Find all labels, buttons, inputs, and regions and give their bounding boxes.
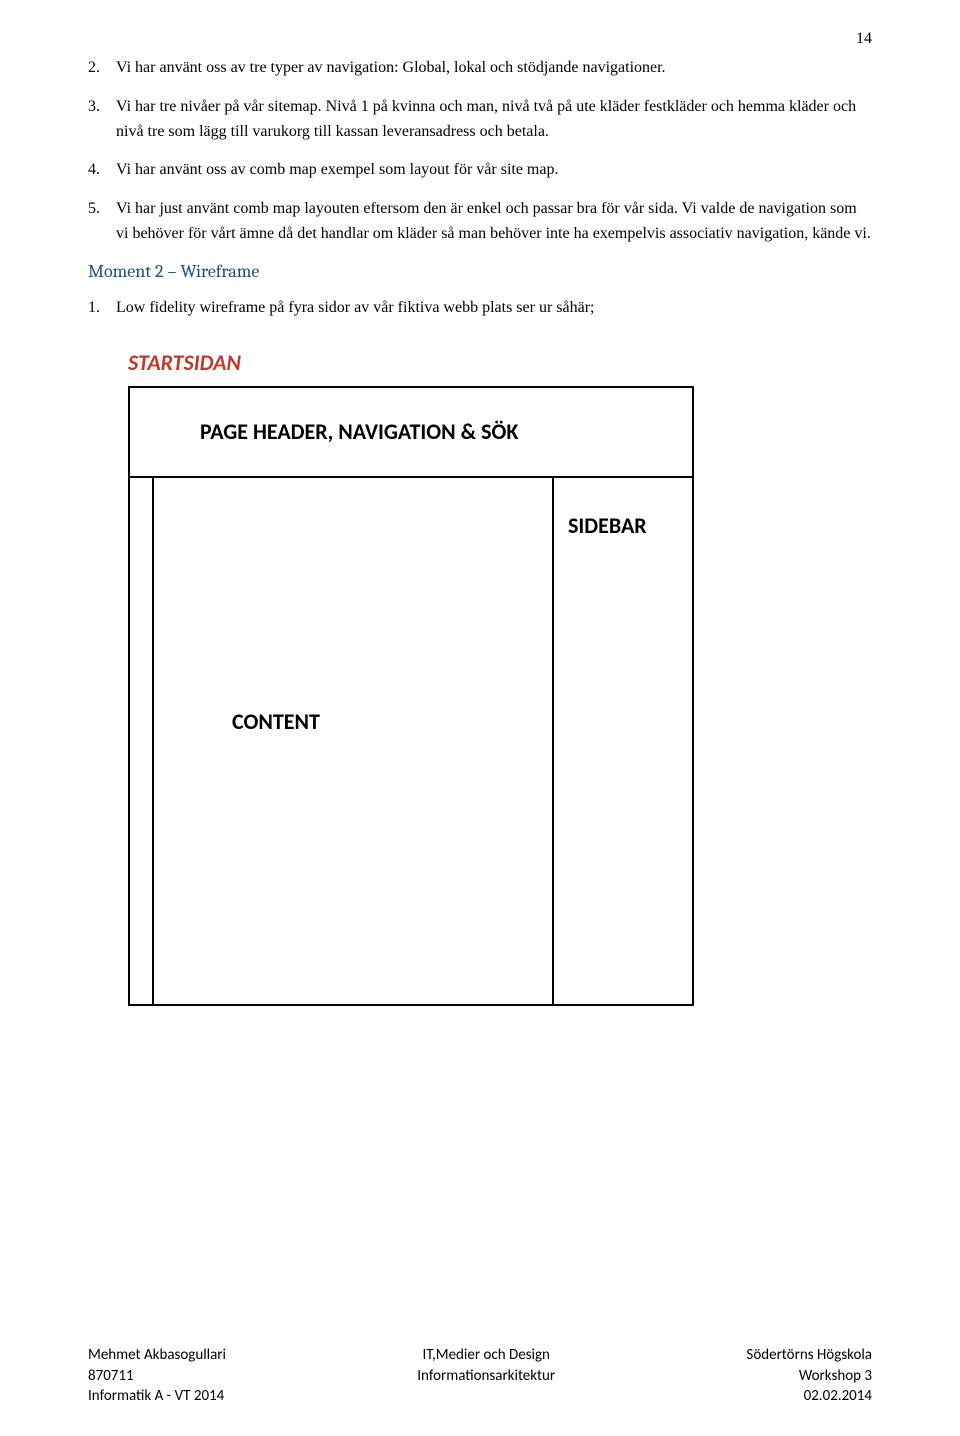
- list-text: Vi har använt oss av tre typer av naviga…: [116, 56, 872, 81]
- footer-course: Informatik A - VT 2014: [88, 1386, 226, 1406]
- wireframe-content: CONTENT: [154, 478, 552, 1006]
- wireframe-content-label: CONTENT: [232, 708, 320, 735]
- list-text: Vi har tre nivåer på vår sitemap. Nivå 1…: [116, 95, 872, 145]
- wireframe-title: STARTSIDAN: [128, 349, 872, 376]
- footer-id: 870711: [88, 1366, 226, 1386]
- wireframe-figure: STARTSIDAN PAGE HEADER, NAVIGATION & SÖK…: [128, 349, 872, 1006]
- wireframe-body: CONTENT SIDEBAR: [130, 478, 692, 1006]
- list-text: Low fidelity wireframe på fyra sidor av …: [116, 296, 872, 321]
- footer-right: Södertörns Högskola Workshop 3 02.02.201…: [746, 1345, 872, 1406]
- list-item: 3. Vi har tre nivåer på vår sitemap. Niv…: [88, 95, 872, 145]
- page-footer: Mehmet Akbasogullari 870711 Informatik A…: [88, 1345, 872, 1406]
- list-number: 2.: [88, 56, 116, 81]
- list-item: 5. Vi har just använt comb map layouten …: [88, 197, 872, 247]
- footer-date: 02.02.2014: [746, 1386, 872, 1406]
- list-item: 2. Vi har använt oss av tre typer av nav…: [88, 56, 872, 81]
- list-text: Vi har använt oss av comb map exempel so…: [116, 158, 872, 183]
- footer-left: Mehmet Akbasogullari 870711 Informatik A…: [88, 1345, 226, 1406]
- footer-subject: Informationsarkitektur: [417, 1366, 555, 1386]
- wireframe-sidebar-label: SIDEBAR: [568, 512, 647, 539]
- list-item: 4. Vi har använt oss av comb map exempel…: [88, 158, 872, 183]
- footer-author: Mehmet Akbasogullari: [88, 1345, 226, 1365]
- list-item: 1. Low fidelity wireframe på fyra sidor …: [88, 296, 872, 321]
- list-number: 3.: [88, 95, 116, 145]
- list-number: 1.: [88, 296, 116, 321]
- footer-center: IT,Medier och Design Informationsarkitek…: [417, 1345, 555, 1406]
- list-number: 4.: [88, 158, 116, 183]
- wireframe-sidebar: SIDEBAR: [552, 478, 692, 1006]
- list-number: 5.: [88, 197, 116, 247]
- footer-dept: IT,Medier och Design: [417, 1345, 555, 1365]
- wireframe-header: PAGE HEADER, NAVIGATION & SÖK: [130, 388, 692, 478]
- footer-school: Södertörns Högskola: [746, 1345, 872, 1365]
- wireframe-header-label: PAGE HEADER, NAVIGATION & SÖK: [200, 418, 518, 445]
- footer-workshop: Workshop 3: [746, 1366, 872, 1386]
- section-heading: Moment 2 – Wireframe: [88, 261, 872, 282]
- wireframe-box: PAGE HEADER, NAVIGATION & SÖK CONTENT SI…: [128, 386, 694, 1006]
- page-number: 14: [88, 30, 872, 48]
- wireframe-left-spacer: [130, 478, 154, 1006]
- list-text: Vi har just använt comb map layouten eft…: [116, 197, 872, 247]
